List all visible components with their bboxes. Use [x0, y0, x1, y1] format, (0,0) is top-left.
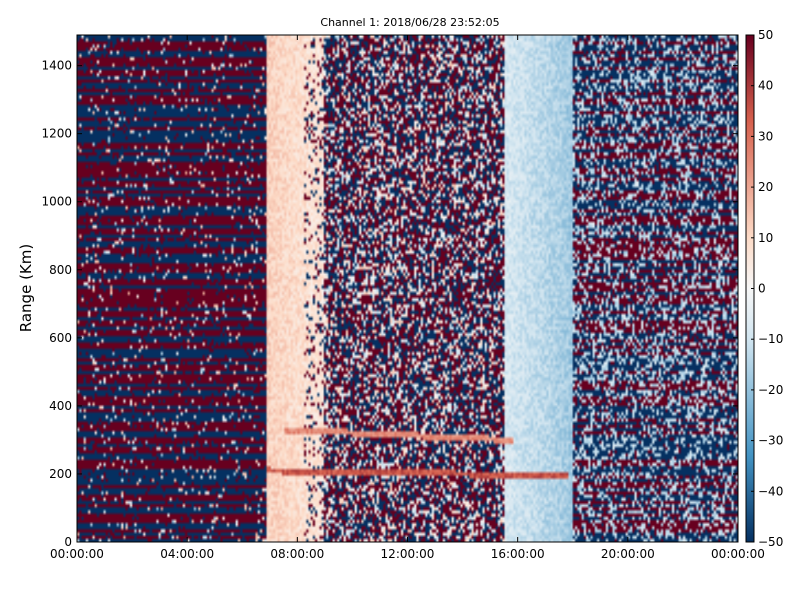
colorbar-tick-label: −20 [758, 383, 783, 397]
colorbar-tick-label: −30 [758, 434, 783, 448]
y-tick-label: 200 [49, 467, 72, 481]
x-tick-label: 00:00:00 [50, 547, 104, 561]
x-tick-label: 08:00:00 [270, 547, 324, 561]
colorbar-ticks: 50 40 30 20 10 0 −10 −20 −30 −40 −50 [751, 28, 783, 549]
colorbar-tick-label: 50 [758, 28, 773, 42]
y-tick-label: 1200 [41, 127, 72, 141]
colorbar-tick-label: −40 [758, 484, 783, 498]
colorbar-tick-label: −50 [758, 535, 783, 549]
x-tick-label: 20:00:00 [601, 547, 655, 561]
x-tick-label: 00:00:00 [711, 547, 765, 561]
heatmap-plot-area [76, 34, 739, 543]
y-tick-label: 400 [49, 399, 72, 413]
colorbar: 50 40 30 20 10 0 −10 −20 −30 −40 −50 [745, 28, 783, 549]
y-axis-label: Range (Km) [17, 244, 35, 332]
x-tick-label: 04:00:00 [160, 547, 214, 561]
chart-title: Channel 1: 2018/06/28 23:52:05 [320, 16, 499, 29]
colorbar-tick-label: 20 [758, 180, 773, 194]
colorbar-tick-label: −10 [758, 332, 783, 346]
y-tick-label: 1400 [41, 59, 72, 73]
x-tick-label: 12:00:00 [381, 547, 435, 561]
colorbar-tick-label: 10 [758, 231, 773, 245]
colorbar-tick-label: 40 [758, 79, 773, 93]
colorbar-tick-label: 0 [758, 282, 766, 296]
x-axis: 00:00:00 04:00:00 08:00:00 12:00:00 16:00:00… [50, 35, 765, 561]
colorbar-tick-label: 30 [758, 129, 773, 143]
x-tick-label: 16:00:00 [491, 547, 545, 561]
y-tick-label: 0 [64, 535, 72, 549]
heatmap-image [77, 35, 738, 542]
y-tick-label: 600 [49, 331, 72, 345]
y-tick-label: 800 [49, 263, 72, 277]
y-axis: 0 200 400 600 800 1000 1200 1400 [41, 59, 738, 549]
y-tick-label: 1000 [41, 195, 72, 209]
